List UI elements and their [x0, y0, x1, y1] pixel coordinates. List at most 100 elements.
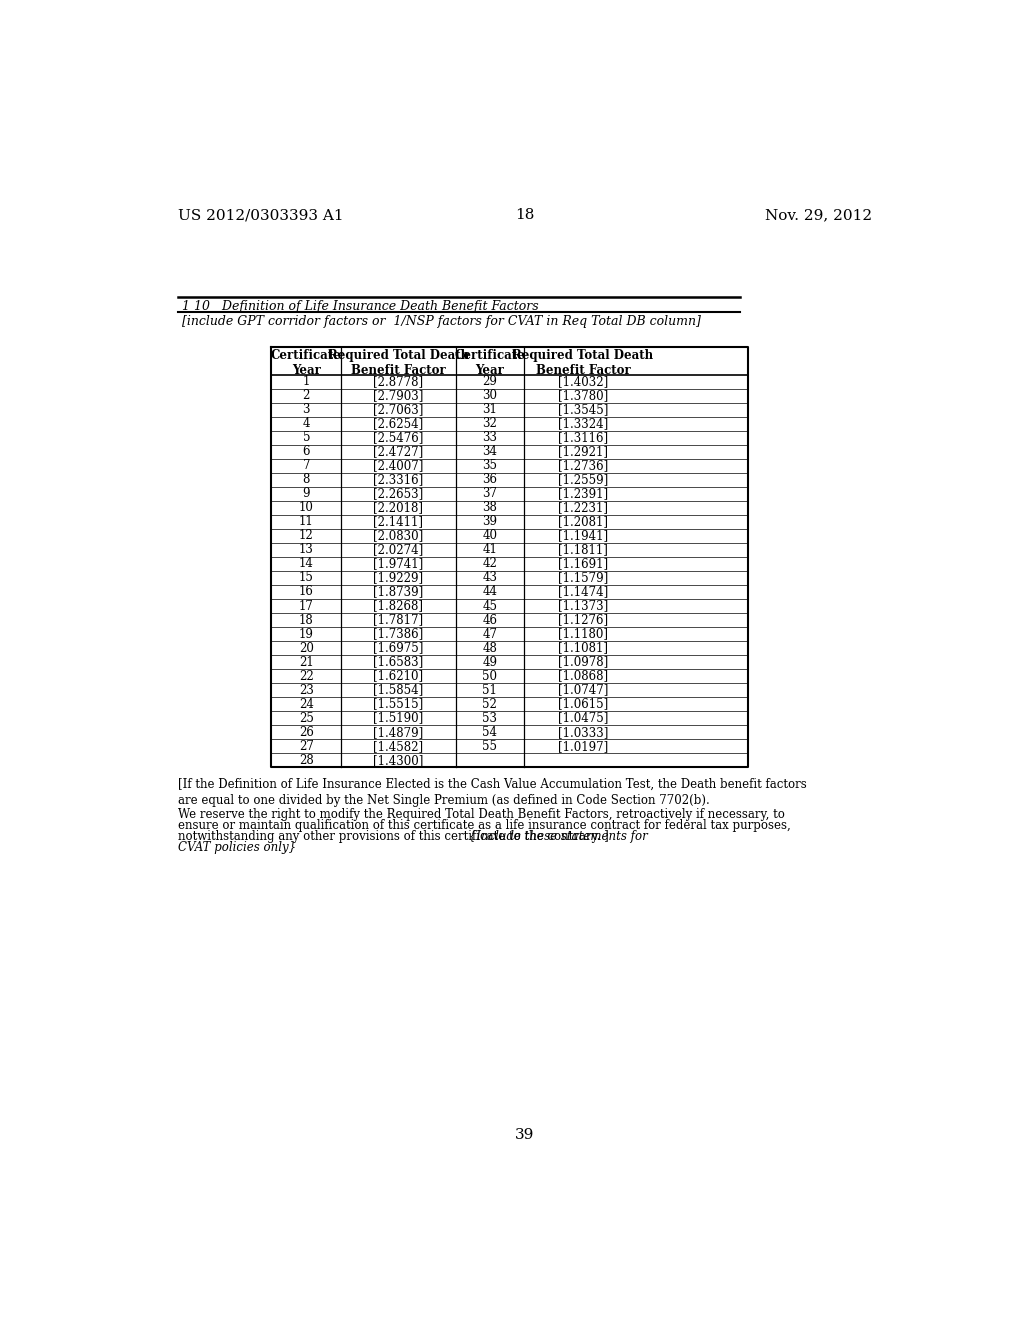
Text: 18: 18: [515, 209, 535, 223]
Text: [1.1180]: [1.1180]: [558, 627, 608, 640]
Text: [1.6975]: [1.6975]: [374, 642, 424, 655]
Text: 51: 51: [482, 684, 498, 697]
Text: [1.1579]: [1.1579]: [558, 572, 608, 585]
Text: 52: 52: [482, 697, 498, 710]
Text: 30: 30: [482, 389, 498, 403]
Text: {Include these statements for: {Include these statements for: [465, 830, 648, 843]
Text: 54: 54: [482, 726, 498, 739]
Text: 1 10   Definition of Life Insurance Death Benefit Factors: 1 10 Definition of Life Insurance Death …: [182, 300, 539, 313]
Text: [1.1373]: [1.1373]: [558, 599, 608, 612]
Text: [2.2653]: [2.2653]: [374, 487, 424, 500]
Text: [1.1081]: [1.1081]: [558, 642, 608, 655]
Text: 43: 43: [482, 572, 498, 585]
Text: [1.8739]: [1.8739]: [374, 586, 424, 598]
Text: Certificate
Year: Certificate Year: [271, 350, 342, 378]
Text: 38: 38: [482, 502, 498, 515]
Text: [2.2018]: [2.2018]: [374, 502, 424, 515]
Text: [1.1276]: [1.1276]: [558, 614, 608, 627]
Text: 42: 42: [482, 557, 498, 570]
Text: [1.2921]: [1.2921]: [558, 445, 608, 458]
Text: 12: 12: [299, 529, 313, 543]
Text: 10: 10: [299, 502, 313, 515]
Text: 27: 27: [299, 739, 313, 752]
Text: [1.1941]: [1.1941]: [558, 529, 608, 543]
Text: 46: 46: [482, 614, 498, 627]
Text: US 2012/0303393 A1: US 2012/0303393 A1: [178, 209, 344, 223]
Text: [1.4582]: [1.4582]: [374, 739, 424, 752]
Text: 49: 49: [482, 656, 498, 668]
Text: 47: 47: [482, 627, 498, 640]
Text: 31: 31: [482, 404, 498, 416]
Text: [2.3316]: [2.3316]: [374, 474, 424, 486]
Text: [1.4879]: [1.4879]: [374, 726, 424, 739]
Text: [1.0868]: [1.0868]: [558, 669, 608, 682]
Text: 35: 35: [482, 459, 498, 473]
Text: 48: 48: [482, 642, 498, 655]
Text: 39: 39: [482, 515, 498, 528]
Text: 26: 26: [299, 726, 313, 739]
Text: [2.7903]: [2.7903]: [374, 389, 424, 403]
Text: [1.3545]: [1.3545]: [558, 404, 608, 416]
Text: 7: 7: [302, 459, 310, 473]
Text: [2.4727]: [2.4727]: [374, 445, 424, 458]
Text: 53: 53: [482, 711, 498, 725]
Text: [1.1811]: [1.1811]: [558, 544, 608, 557]
Text: 3: 3: [302, 404, 310, 416]
Text: Required Total Death
Benefit Factor: Required Total Death Benefit Factor: [512, 350, 653, 378]
Text: Required Total Death
Benefit Factor: Required Total Death Benefit Factor: [328, 350, 469, 378]
Text: [2.1411]: [2.1411]: [374, 515, 424, 528]
Text: 32: 32: [482, 417, 498, 430]
Text: 22: 22: [299, 669, 313, 682]
Text: 18: 18: [299, 614, 313, 627]
Text: Nov. 29, 2012: Nov. 29, 2012: [765, 209, 872, 223]
Text: 29: 29: [482, 375, 498, 388]
Text: CVAT policies only}: CVAT policies only}: [178, 841, 297, 854]
Text: 45: 45: [482, 599, 498, 612]
Text: [1.7817]: [1.7817]: [374, 614, 424, 627]
Text: 39: 39: [515, 1129, 535, 1143]
Text: [2.8778]: [2.8778]: [374, 375, 424, 388]
Text: 8: 8: [302, 474, 310, 486]
Bar: [271, 347, 748, 767]
Text: [2.4007]: [2.4007]: [374, 459, 424, 473]
Text: Certificate
Year: Certificate Year: [455, 350, 525, 378]
Text: [1.2736]: [1.2736]: [558, 459, 608, 473]
Text: [include GPT corridor factors or  1/NSP factors for CVAT in Req Total DB column]: [include GPT corridor factors or 1/NSP f…: [182, 315, 701, 329]
Text: [1.0333]: [1.0333]: [558, 726, 608, 739]
Text: [2.0830]: [2.0830]: [374, 529, 424, 543]
Text: ensure or maintain qualification of this certificate as a life insurance contrac: ensure or maintain qualification of this…: [178, 820, 792, 832]
Text: 14: 14: [299, 557, 313, 570]
Text: [2.6254]: [2.6254]: [374, 417, 424, 430]
Text: 19: 19: [299, 627, 313, 640]
Text: [1.2231]: [1.2231]: [558, 502, 608, 515]
Text: 50: 50: [482, 669, 498, 682]
Text: 23: 23: [299, 684, 313, 697]
Text: [2.0274]: [2.0274]: [374, 544, 424, 557]
Text: 17: 17: [299, 599, 313, 612]
Text: [1.4032]: [1.4032]: [558, 375, 608, 388]
Text: 34: 34: [482, 445, 498, 458]
Text: [1.2081]: [1.2081]: [558, 515, 608, 528]
Text: 11: 11: [299, 515, 313, 528]
Text: [1.2391]: [1.2391]: [558, 487, 608, 500]
Text: [1.0615]: [1.0615]: [558, 697, 608, 710]
Text: [1.1691]: [1.1691]: [558, 557, 608, 570]
Text: [1.6583]: [1.6583]: [374, 656, 424, 668]
Text: [1.5190]: [1.5190]: [374, 711, 424, 725]
Text: [1.9741]: [1.9741]: [374, 557, 424, 570]
Text: [1.3780]: [1.3780]: [558, 389, 608, 403]
Text: 37: 37: [482, 487, 498, 500]
Text: [1.0978]: [1.0978]: [558, 656, 608, 668]
Text: 33: 33: [482, 432, 498, 445]
Text: [1.9229]: [1.9229]: [374, 572, 424, 585]
Text: [1.3116]: [1.3116]: [558, 432, 608, 445]
Text: [1.5515]: [1.5515]: [374, 697, 424, 710]
Text: 25: 25: [299, 711, 313, 725]
Text: [1.0197]: [1.0197]: [558, 739, 608, 752]
Text: [1.0747]: [1.0747]: [558, 684, 608, 697]
Text: [2.7063]: [2.7063]: [374, 404, 424, 416]
Text: [1.8268]: [1.8268]: [374, 599, 424, 612]
Text: 40: 40: [482, 529, 498, 543]
Text: 36: 36: [482, 474, 498, 486]
Text: 1: 1: [302, 375, 310, 388]
